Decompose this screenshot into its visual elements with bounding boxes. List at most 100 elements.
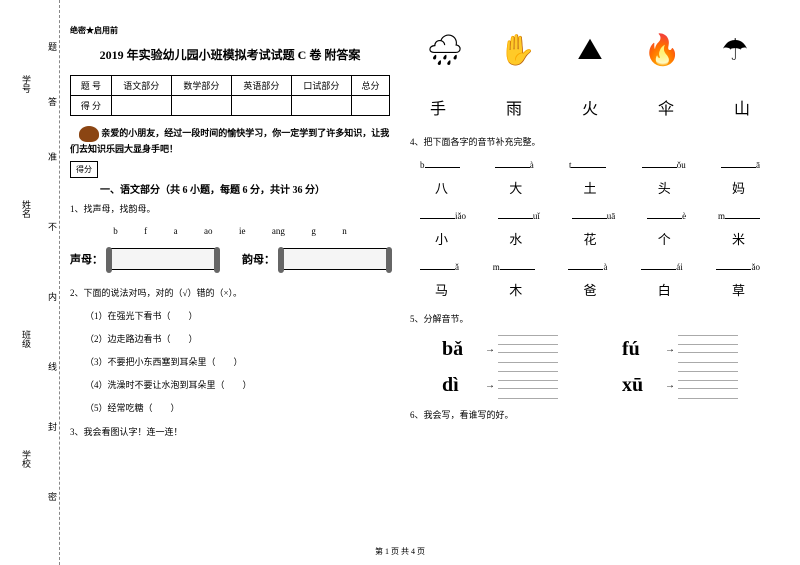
write-line[interactable]: [678, 335, 738, 363]
syllable-grid: bǎ → dì → fú →: [410, 335, 770, 399]
arrow-icon: →: [485, 380, 495, 391]
blank-line[interactable]: [571, 158, 606, 168]
hanzi-char: 马: [435, 280, 448, 299]
syllable: bǎ: [442, 338, 482, 361]
hanzi-char: 米: [732, 229, 745, 248]
pinyin-item: m: [718, 209, 760, 221]
syllable: fú: [622, 338, 662, 361]
hanzi: 山: [734, 95, 750, 119]
hanzi-char: 八: [435, 178, 448, 197]
intro-text: 亲爱的小朋友，经过一段时间的愉快学习，你一定学到了许多知识，让我们去知识乐园大显…: [70, 126, 390, 156]
margin-char: 内: [48, 290, 57, 303]
blank-line[interactable]: [647, 209, 682, 219]
table-cell[interactable]: [111, 96, 171, 116]
hanzi-row: 八大土头妈: [410, 178, 770, 197]
table-header: 题 号: [71, 76, 112, 96]
letter: a: [174, 226, 178, 236]
pinyin-item: iǎo: [420, 209, 466, 221]
question-3: 3、我会看图认字！连一连！: [70, 424, 390, 440]
question-2: 2、下面的说法对吗，对的（√）错的（×）。: [70, 285, 390, 301]
rain-icon: 🌧: [415, 25, 475, 75]
question-1: 1、找声母，找韵母。: [70, 201, 390, 217]
yunmu-label: 韵母：: [242, 251, 275, 267]
table-cell: 得 分: [71, 96, 112, 116]
syllable: xū: [622, 374, 662, 397]
sub-question: （4）洗澡时不要让水泡到耳朵里（ ）: [70, 378, 390, 391]
page-footer: 第 1 页 共 4 页: [0, 546, 800, 557]
margin-label-school: 学校: [20, 450, 33, 468]
syllable-item: dì →: [442, 371, 558, 399]
arrow-icon: →: [485, 344, 495, 355]
margin-char: 准: [48, 150, 57, 163]
write-line[interactable]: [678, 371, 738, 399]
write-line[interactable]: [498, 335, 558, 363]
syllable-item: bǎ →: [442, 335, 558, 363]
hanzi-char: 大: [509, 178, 522, 197]
sub-question: （5）经常吃糖（ ）: [70, 401, 390, 414]
bear-icon: [79, 126, 99, 142]
margin-label-name: 姓名: [20, 200, 33, 218]
letter: ao: [204, 226, 213, 236]
write-line[interactable]: [498, 371, 558, 399]
score-table: 题 号 语文部分 数学部分 英语部分 口试部分 总分 得 分: [70, 75, 390, 116]
table-header: 数学部分: [171, 76, 231, 96]
blank-line[interactable]: [725, 209, 760, 219]
syllable-item: xū →: [622, 371, 738, 399]
table-cell[interactable]: [291, 96, 351, 116]
margin-char: 线: [48, 360, 57, 373]
pinyin-row: bàtǒuā: [410, 158, 770, 170]
binding-margin: 题 学号 答 准 姓名 不 内 班级 线 封 学校 密: [0, 0, 60, 565]
pinyin-row: ǎ m à ái ǎo: [410, 260, 770, 272]
table-cell[interactable]: [171, 96, 231, 116]
image-row: 🌧 ✋ ⛰ 🔥 ☂: [410, 25, 770, 75]
letter-row: b f a ao ie ang g n: [70, 226, 390, 236]
margin-label-id: 学号: [20, 75, 33, 93]
mountain-icon: ⛰: [560, 25, 620, 75]
pinyin-item: ái: [641, 260, 683, 272]
pinyin-item: b: [420, 158, 460, 170]
page-title: 2019 年实验幼儿园小班模拟考试试题 C 卷 附答案: [70, 46, 390, 63]
hand-icon: ✋: [488, 25, 548, 75]
shengmu-box[interactable]: [108, 248, 218, 270]
blank-line[interactable]: [716, 260, 751, 270]
table-header: 语文部分: [111, 76, 171, 96]
pinyin-item: m: [493, 260, 535, 272]
arrow-icon: →: [665, 380, 675, 391]
pinyin-item: t: [569, 158, 607, 170]
hanzi-char: 爸: [583, 280, 596, 299]
blank-line[interactable]: [642, 158, 677, 168]
pinyin-item: ǎo: [716, 260, 760, 272]
yunmu-box[interactable]: [280, 248, 390, 270]
blank-line[interactable]: [425, 158, 460, 168]
pinyin-item: à: [568, 260, 607, 272]
hanzi: 火: [582, 95, 598, 119]
blank-line[interactable]: [498, 209, 533, 219]
pinyin-item: ā: [721, 158, 760, 170]
hanzi: 伞: [658, 95, 674, 119]
margin-char: 封: [48, 420, 57, 433]
margin-label-class: 班级: [20, 330, 33, 348]
syllable: dì: [442, 374, 482, 397]
shengmu-label: 声母：: [70, 251, 103, 267]
table-cell[interactable]: [351, 96, 389, 116]
hanzi-char: 白: [658, 280, 671, 299]
margin-char: 答: [48, 95, 57, 108]
hanzi-char: 草: [732, 280, 745, 299]
sub-question: （2）边走路边看书（ ）: [70, 332, 390, 345]
blank-line[interactable]: [641, 260, 676, 270]
blank-line[interactable]: [500, 260, 535, 270]
table-cell[interactable]: [231, 96, 291, 116]
secret-label: 绝密★启用前: [70, 25, 390, 36]
blank-line[interactable]: [420, 209, 455, 219]
pinyin-item: ǒu: [642, 158, 686, 170]
blank-line[interactable]: [572, 209, 607, 219]
hanzi-char: 个: [658, 229, 671, 248]
fire-icon: 🔥: [633, 25, 693, 75]
letter: ang: [272, 226, 285, 236]
blank-line[interactable]: [495, 158, 530, 168]
pinyin-item: ǎ: [420, 260, 459, 272]
blank-line[interactable]: [721, 158, 756, 168]
blank-line[interactable]: [420, 260, 455, 270]
blank-line[interactable]: [568, 260, 603, 270]
hanzi-char: 头: [658, 178, 671, 197]
